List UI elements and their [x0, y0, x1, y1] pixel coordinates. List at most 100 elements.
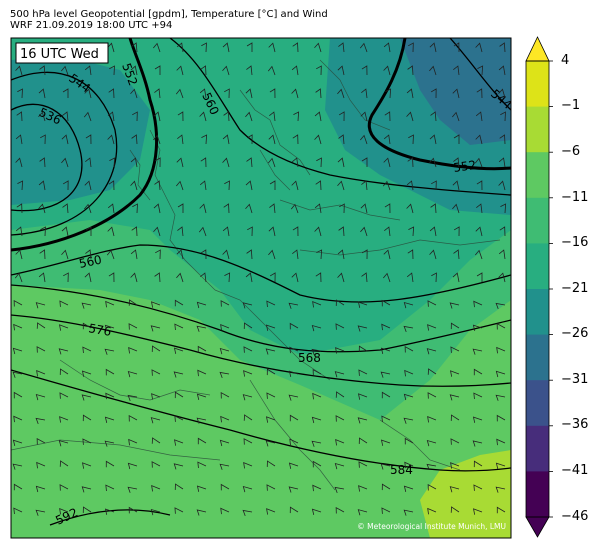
colorbar-tick: −46	[561, 509, 589, 524]
wind-barb	[85, 134, 92, 145]
contour-552-east	[367, 38, 511, 171]
wind-barb	[292, 42, 299, 53]
wind-barb	[151, 484, 161, 492]
wind-barb	[173, 347, 184, 354]
colorbar-tick: −26	[561, 326, 589, 341]
wind-barb	[84, 180, 92, 191]
wind-barb	[12, 347, 23, 355]
wind-barb	[358, 485, 368, 492]
wind-barb	[219, 439, 230, 447]
wind-barb	[153, 134, 161, 145]
wind-barb	[406, 180, 414, 191]
wind-barb	[176, 65, 184, 76]
wind-barb	[427, 392, 437, 399]
wind-barb	[154, 272, 161, 283]
wind-barb	[265, 324, 276, 331]
wind-barb	[105, 484, 115, 492]
wind-barb	[177, 111, 184, 122]
wind-barb	[266, 300, 276, 308]
wind-barb	[174, 299, 184, 307]
wind-barb	[131, 226, 138, 237]
wind-barb	[196, 301, 207, 309]
wind-barb	[316, 65, 322, 76]
wind-barb	[35, 485, 46, 493]
wind-barb	[107, 42, 115, 53]
wind-barb	[59, 324, 69, 331]
wind-barb	[473, 508, 483, 515]
wind-barb	[82, 438, 92, 445]
wind-barb	[476, 272, 483, 282]
wind-barb	[266, 416, 276, 423]
wind-barb	[104, 440, 115, 447]
wind-barb	[243, 346, 253, 353]
wind-barb	[174, 483, 184, 490]
wind-barb	[429, 65, 437, 76]
wind-barb	[472, 348, 483, 355]
wind-barb	[247, 226, 253, 237]
wind-barb	[403, 417, 414, 424]
wind-barb	[201, 42, 207, 53]
wind-barb	[13, 507, 23, 515]
colorbar-tick: −6	[561, 144, 581, 159]
wind-barb	[245, 111, 253, 122]
wind-barb	[429, 134, 437, 145]
wind-barb	[406, 111, 414, 122]
colorbar-max-extension	[525, 36, 550, 62]
wind-barb	[39, 157, 46, 168]
wind-barb	[268, 157, 276, 168]
wind-barb	[498, 272, 506, 283]
wind-barb	[498, 157, 506, 168]
wind-barb	[16, 111, 23, 122]
wind-barb	[334, 486, 345, 494]
wind-barb	[59, 484, 69, 491]
wind-barb	[427, 300, 437, 307]
wind-barb	[150, 508, 161, 516]
wind-barb	[449, 486, 460, 493]
wind-barb	[359, 42, 368, 53]
contour-552-west	[11, 38, 158, 252]
wind-barb	[130, 157, 138, 168]
wind-barb	[453, 226, 460, 237]
wind-barb	[316, 249, 323, 260]
wind-barb	[472, 416, 483, 423]
colorbar-segment	[526, 197, 549, 244]
contour-label: 560	[78, 252, 103, 270]
wind-barb	[245, 88, 253, 99]
colorbar-min-extension	[525, 516, 550, 538]
wind-barb	[472, 324, 483, 331]
wind-barb	[403, 301, 414, 309]
wind-barb	[40, 226, 46, 237]
wind-barb	[13, 391, 23, 399]
wind-barb	[243, 438, 253, 445]
wind-barb	[62, 180, 69, 191]
wind-barb	[358, 437, 368, 444]
wind-barb	[59, 392, 69, 399]
wind-barb	[338, 42, 345, 53]
wind-barb	[495, 486, 506, 493]
wind-barb	[199, 111, 207, 122]
wind-barb	[449, 302, 460, 309]
wind-barb	[35, 302, 46, 309]
wind-barb	[36, 437, 46, 445]
contour-560-north	[169, 38, 511, 196]
wind-barb	[59, 460, 69, 467]
wind-barb	[381, 391, 391, 399]
wind-barb	[426, 463, 437, 471]
wind-barb	[361, 88, 368, 99]
wind-barb	[130, 180, 138, 191]
wind-barb	[106, 249, 115, 260]
map-panel: 544 552 560 536 560 552 544 576 568 584 …	[11, 38, 511, 538]
wind-barb	[242, 485, 253, 493]
wind-barb	[82, 462, 92, 469]
wind-barbs	[12, 42, 507, 517]
wind-barb	[36, 461, 46, 469]
wind-barb	[381, 483, 391, 491]
wind-barb	[334, 371, 345, 378]
wind-barb	[357, 417, 368, 424]
wind-barb	[36, 322, 46, 329]
wind-barb	[335, 323, 345, 330]
colorbar-tick: −1	[561, 98, 581, 113]
wind-barb	[154, 180, 161, 191]
wind-barb	[35, 393, 46, 401]
time-badge-box	[15, 42, 109, 64]
